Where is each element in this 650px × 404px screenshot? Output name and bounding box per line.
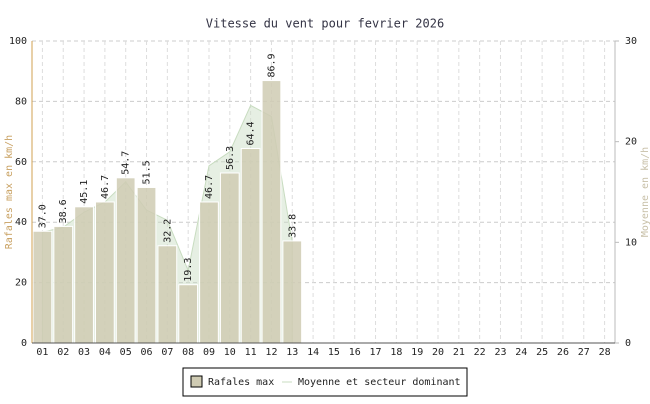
chart-title: Vitesse du vent pour fevrier 2026 xyxy=(206,17,444,31)
x-tick-label: 04 xyxy=(99,347,111,358)
value-label: 32.2 xyxy=(162,219,173,243)
y-tick-label: 80 xyxy=(15,96,27,107)
bar xyxy=(199,201,219,344)
legend-label: Rafales max xyxy=(208,377,274,388)
value-label: 45.1 xyxy=(79,180,90,204)
y2-tick-label: 10 xyxy=(625,237,637,248)
value-label: 46.7 xyxy=(204,175,215,199)
y2-tick-label: 0 xyxy=(625,338,631,349)
value-label: 33.8 xyxy=(287,214,298,238)
bar xyxy=(178,284,199,344)
x-tick-label: 01 xyxy=(36,347,48,358)
x-tick-label: 11 xyxy=(245,347,257,358)
x-tick-label: 10 xyxy=(224,347,236,358)
value-label: 46.7 xyxy=(100,175,111,199)
x-tick-label: 12 xyxy=(265,347,277,358)
x-tick-label: 03 xyxy=(78,347,90,358)
bar xyxy=(95,201,115,344)
x-tick-label: 13 xyxy=(286,347,298,358)
x-tick-label: 14 xyxy=(307,347,319,358)
bar xyxy=(115,177,136,344)
x-tick-label: 27 xyxy=(578,347,590,358)
x-tick-label: 05 xyxy=(120,347,132,358)
x-tick-label: 25 xyxy=(536,347,548,358)
y-tick-label: 100 xyxy=(9,36,27,47)
x-tick-label: 17 xyxy=(370,347,382,358)
y-tick-label: 40 xyxy=(15,217,27,228)
value-label: 54.7 xyxy=(121,151,132,175)
x-tick-label: 18 xyxy=(390,347,402,358)
bar xyxy=(53,225,74,344)
bar xyxy=(219,172,240,344)
x-tick-label: 23 xyxy=(494,347,506,358)
x-tick-label: 15 xyxy=(328,347,340,358)
value-label: 64.4 xyxy=(246,121,257,145)
legend-label: Moyenne et secteur dominant xyxy=(298,377,461,388)
bar xyxy=(74,206,94,344)
legend-box xyxy=(182,367,468,397)
legend-swatch xyxy=(190,375,203,388)
y2-tick-label: 30 xyxy=(625,36,637,47)
y-tick-label: 60 xyxy=(15,157,27,168)
y-axis-label: Rafales max en km/h xyxy=(4,135,15,249)
x-tick-label: 19 xyxy=(411,347,423,358)
y2-tick-label: 20 xyxy=(625,137,637,148)
value-label: 51.5 xyxy=(142,160,153,184)
x-tick-label: 16 xyxy=(349,347,361,358)
bar xyxy=(157,245,178,344)
y-tick-label: 20 xyxy=(15,278,27,289)
x-tick-label: 06 xyxy=(140,347,152,358)
bar xyxy=(240,148,261,344)
x-tick-label: 20 xyxy=(432,347,444,358)
x-tick-label: 07 xyxy=(161,347,173,358)
value-label: 86.9 xyxy=(266,53,277,77)
x-tick-label: 28 xyxy=(599,347,611,358)
value-label: 19.3 xyxy=(183,258,194,282)
y2-axis-label: Moyenne en km/h xyxy=(640,147,650,237)
x-tick-label: 02 xyxy=(57,347,69,358)
x-tick-label: 24 xyxy=(515,347,527,358)
x-tick-label: 26 xyxy=(557,347,569,358)
x-tick-label: 22 xyxy=(474,347,486,358)
bar xyxy=(282,240,303,344)
value-label: 38.6 xyxy=(58,199,69,223)
bar xyxy=(136,186,157,344)
x-tick-label: 21 xyxy=(453,347,465,358)
value-label: 37.0 xyxy=(37,204,48,228)
value-label: 56.3 xyxy=(225,146,236,170)
x-tick-label: 09 xyxy=(203,347,215,358)
x-tick-label: 08 xyxy=(182,347,194,358)
bar xyxy=(32,230,53,344)
bar xyxy=(261,80,282,344)
y-tick-label: 0 xyxy=(21,338,27,349)
